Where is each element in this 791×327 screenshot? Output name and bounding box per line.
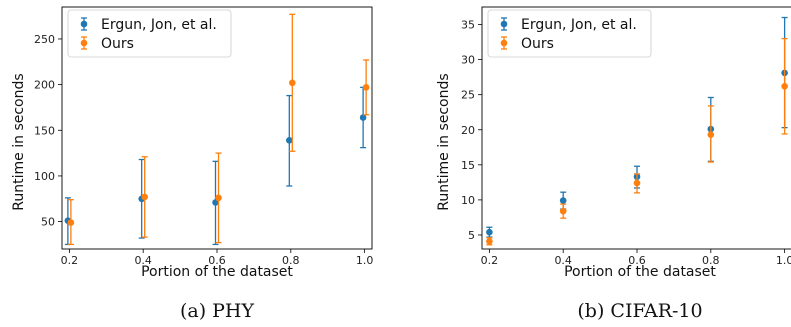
series-1 xyxy=(64,86,367,246)
plot-area: 0.2 0.4 0.6 0.8 1.0 5 10 15 20 25 30 35 xyxy=(461,6,791,267)
x-tick-label: 0.4 xyxy=(554,254,572,267)
legend-entry: Ergun, Jon, et al. xyxy=(500,17,637,33)
y-tick-label: 20 xyxy=(461,124,475,137)
y-axis-label: Runtime in seconds xyxy=(11,73,27,210)
x-tick-label: 1.0 xyxy=(776,254,791,267)
y-tick-label: 250 xyxy=(34,33,55,46)
data-point xyxy=(286,137,293,144)
x-tick-label: 1.0 xyxy=(356,254,374,267)
legend: Ergun, Jon, et al. Ours xyxy=(67,9,232,58)
data-point xyxy=(362,84,370,91)
legend-box xyxy=(67,9,232,58)
subplot-caption: (a) PHY xyxy=(180,300,255,322)
x-tick-label: 0.6 xyxy=(628,254,646,267)
data-point xyxy=(215,194,222,202)
series-2 xyxy=(67,13,370,246)
x-axis-label: Portion of the dataset xyxy=(564,264,716,280)
data-point xyxy=(559,207,567,215)
panel-a: Runtime in seconds Portion of the datase… xyxy=(11,6,374,322)
x-axis-label: Portion of the dataset xyxy=(141,264,293,280)
data-point xyxy=(781,82,788,90)
x-tick-label: 0.2 xyxy=(481,254,499,267)
y-axis-label: Runtime in seconds xyxy=(436,73,452,210)
legend: Ergun, Jon, et al. Ours xyxy=(487,9,652,58)
data-point xyxy=(289,79,296,87)
subplot-caption: (b) CIFAR-10 xyxy=(577,300,702,322)
plot-area: 0.2 0.4 0.6 0.8 1.0 50 100 150 200 250 xyxy=(34,6,374,267)
y-tick-label: 100 xyxy=(34,170,55,183)
legend-marker-dot xyxy=(500,39,508,47)
y-tick-label: 150 xyxy=(34,124,55,137)
data-point xyxy=(67,219,75,226)
data-point xyxy=(559,197,567,204)
legend-label: Ours xyxy=(101,36,134,52)
y-tick-label: 200 xyxy=(34,79,55,92)
data-point xyxy=(141,193,148,201)
legend-entry: Ours xyxy=(80,36,134,52)
legend-entry: Ours xyxy=(500,36,554,52)
data-point xyxy=(633,179,641,187)
legend-marker-dot xyxy=(80,20,88,28)
x-tick-label: 0.2 xyxy=(61,254,79,267)
x-tick-label: 0.8 xyxy=(282,254,300,267)
data-point xyxy=(486,228,493,236)
y-tick-label: 25 xyxy=(461,89,475,102)
y-tick-label: 5 xyxy=(468,229,475,242)
y-tick-label: 30 xyxy=(461,54,475,67)
y-tick-label: 50 xyxy=(41,216,55,229)
x-tick-label: 0.8 xyxy=(702,254,720,267)
y-tick-label: 10 xyxy=(461,194,475,207)
panel-b: Runtime in seconds Portion of the datase… xyxy=(436,6,791,322)
data-point xyxy=(707,131,715,138)
legend-label: Ours xyxy=(521,36,554,52)
data-point xyxy=(359,114,367,121)
series-2 xyxy=(486,37,788,246)
x-tick-label: 0.6 xyxy=(208,254,226,267)
legend-box xyxy=(487,9,652,58)
x-tick-label: 0.4 xyxy=(134,254,152,267)
legend-label: Ergun, Jon, et al. xyxy=(101,17,217,33)
legend-entry: Ergun, Jon, et al. xyxy=(80,17,217,33)
legend-label: Ergun, Jon, et al. xyxy=(521,17,637,33)
data-point xyxy=(486,237,493,245)
legend-marker-dot xyxy=(80,39,88,47)
y-tick-label: 15 xyxy=(461,159,475,172)
legend-marker-dot xyxy=(500,20,508,28)
y-tick-label: 35 xyxy=(461,19,475,32)
